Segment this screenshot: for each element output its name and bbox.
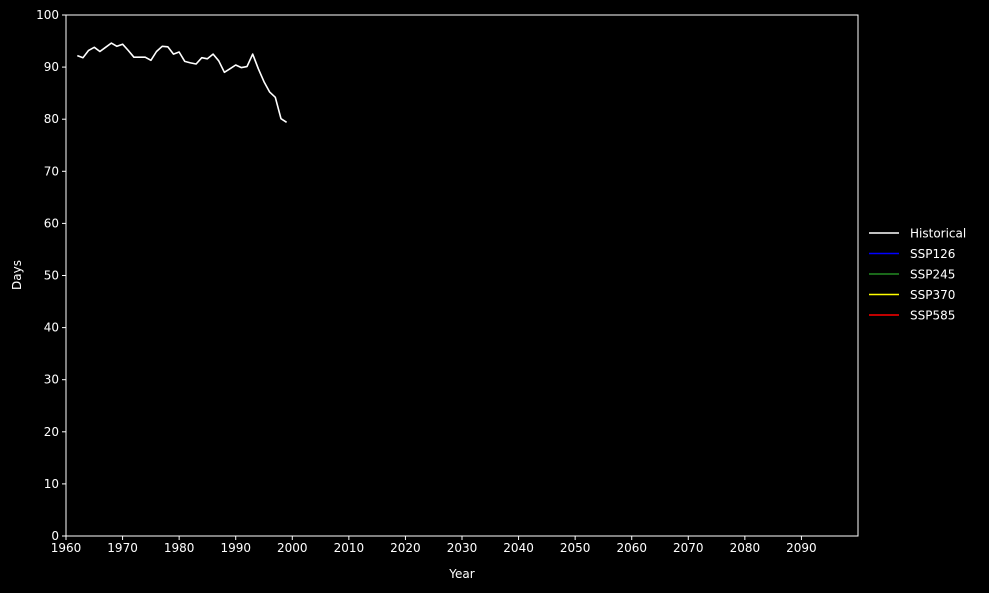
plot-area — [65, 14, 859, 537]
x-tick-label: 2020 — [390, 541, 421, 555]
x-tick-label: 1980 — [164, 541, 195, 555]
legend-label-ssp585: SSP585 — [910, 309, 955, 323]
y-tick-label: 40 — [44, 321, 59, 335]
x-tick-label: 2080 — [730, 541, 761, 555]
y-tick-label: 100 — [36, 8, 59, 22]
x-tick-label: 2000 — [277, 541, 308, 555]
legend-label-historical: Historical — [910, 227, 966, 241]
legend-label-ssp245: SSP245 — [910, 268, 955, 282]
legend: Historical SSP126 SSP245 SSP370 SSP585 — [869, 227, 966, 323]
y-tick-label: 80 — [44, 112, 59, 126]
x-tick-label: 1970 — [107, 541, 138, 555]
y-axis-ticks: 0 10 20 30 40 50 60 70 80 90 100 — [36, 8, 66, 543]
x-axis-ticks: 1960 1970 1980 1990 2000 2010 2020 2030 2040 2050… — [51, 536, 817, 555]
series-lines — [77, 42, 288, 123]
x-tick-label: 2060 — [616, 541, 647, 555]
y-tick-label: 0 — [51, 529, 59, 543]
x-tick-label: 2040 — [503, 541, 534, 555]
legend-label-ssp370: SSP370 — [910, 288, 955, 302]
x-tick-label: 2090 — [786, 541, 817, 555]
x-tick-label: 1990 — [220, 541, 251, 555]
x-tick-label: 2030 — [447, 541, 478, 555]
y-tick-label: 90 — [44, 60, 59, 74]
x-tick-label: 2050 — [560, 541, 591, 555]
x-axis-label: Year — [448, 567, 474, 581]
y-tick-label: 60 — [44, 216, 59, 230]
series-line-historical — [77, 42, 288, 123]
y-tick-label: 20 — [44, 425, 59, 439]
y-tick-label: 10 — [44, 477, 59, 491]
x-tick-label: 1960 — [51, 541, 82, 555]
legend-label-ssp126: SSP126 — [910, 247, 955, 261]
y-axis-label: Days — [10, 260, 24, 290]
x-tick-label: 2070 — [673, 541, 704, 555]
y-tick-label: 70 — [44, 164, 59, 178]
y-tick-label: 30 — [44, 373, 59, 387]
y-tick-label: 50 — [44, 269, 59, 283]
x-tick-label: 2010 — [334, 541, 365, 555]
